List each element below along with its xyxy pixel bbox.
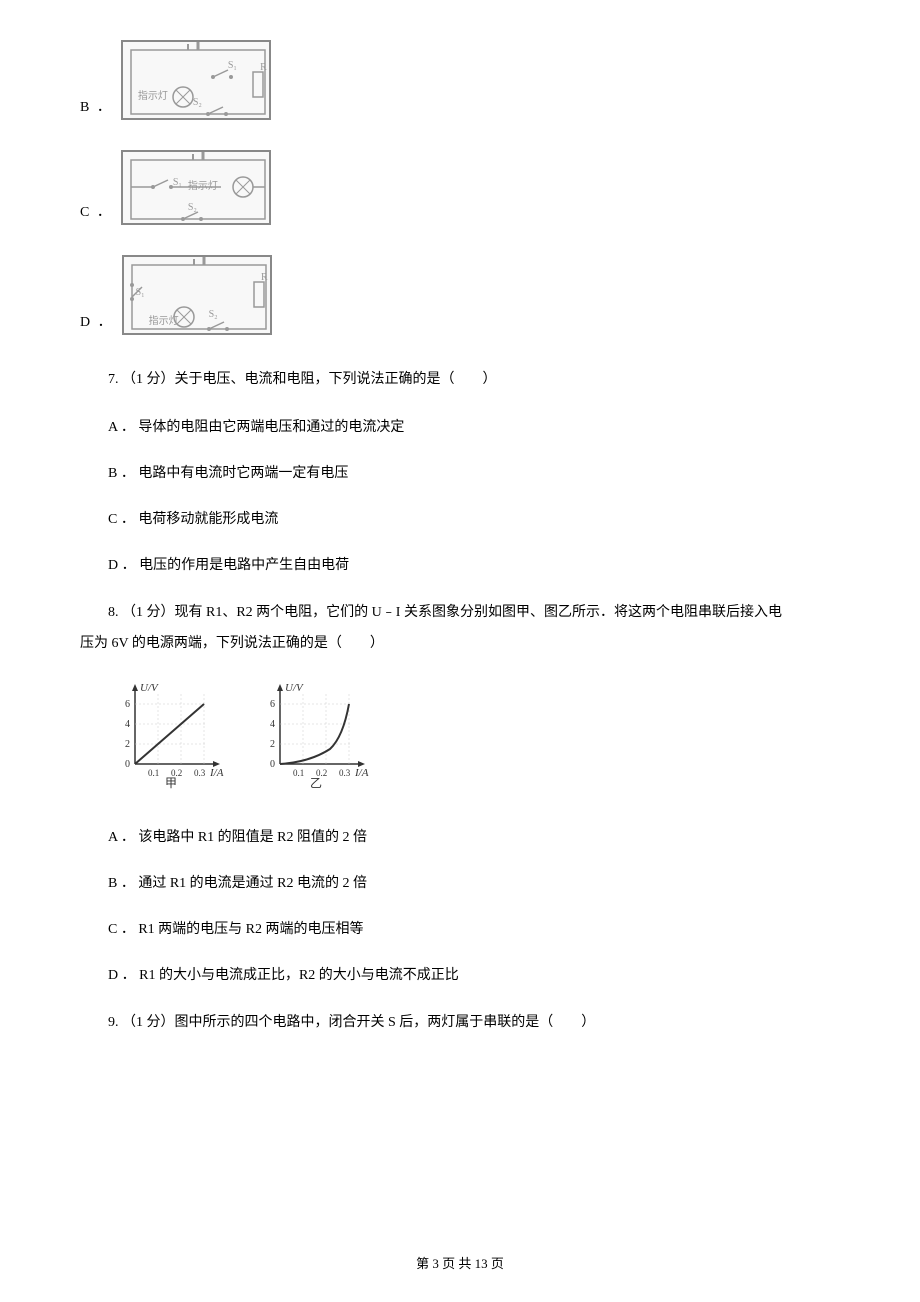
q8-stem-line2: 压为 6V 的电源两端，下列说法正确的是（ ） <box>80 629 840 660</box>
s2-label-d: S₂ <box>209 309 218 320</box>
svg-text:0: 0 <box>125 759 130 770</box>
option-c-row: C ． S₁ 指示灯 S₂ <box>80 150 840 225</box>
q8-stem: 8. （1 分）现有 R1、R2 两个电阻，它们的 U﹣I 关系图象分别如图甲、… <box>80 598 840 660</box>
q9-stem: 9. （1 分）图中所示的四个电路中，闭合开关 S 后，两灯属于串联的是（ ） <box>80 1008 840 1039</box>
option-b-label: B ． <box>80 96 113 120</box>
r-label: R <box>260 62 267 73</box>
svg-text:2: 2 <box>125 739 130 750</box>
q8-stem-line1: 8. （1 分）现有 R1、R2 两个电阻，它们的 U﹣I 关系图象分别如图甲、… <box>80 598 840 629</box>
q7-option-a: A ． 导体的电阻由它两端电压和通过的电流决定 <box>80 414 840 442</box>
svg-text:2: 2 <box>270 739 275 750</box>
graph-yi: U/V I/A 6 4 2 0 0.1 0.2 0.3 乙 <box>255 679 370 794</box>
circuit-diagram-b: 指示灯 S₁ S₂ R <box>121 40 271 120</box>
circuit-diagram-d: S₁ 指示灯 S₂ R <box>122 255 272 335</box>
option-c-label: C ． <box>80 201 113 225</box>
circuit-diagram-c: S₁ 指示灯 S₂ <box>121 150 271 225</box>
q8-option-c: C ． R1 两端的电压与 R2 两端的电压相等 <box>80 916 840 944</box>
option-d-label: D ． <box>80 311 114 335</box>
svg-text:0.1: 0.1 <box>148 768 159 778</box>
s1-label: S₁ <box>228 60 237 71</box>
svg-text:6: 6 <box>125 699 130 710</box>
s2-label-c: S₂ <box>188 202 197 213</box>
svg-text:6: 6 <box>270 699 275 710</box>
graph-container: U/V I/A 6 4 2 0 0.1 0.2 0.3 甲 <box>110 679 840 794</box>
svg-text:U/V: U/V <box>285 682 304 694</box>
indicator-label-c: 指示灯 <box>188 177 218 192</box>
graph-jia: U/V I/A 6 4 2 0 0.1 0.2 0.3 甲 <box>110 679 225 794</box>
option-b-row: B ． 指示灯 S₁ S₂ R <box>80 40 840 120</box>
svg-text:乙: 乙 <box>310 776 322 789</box>
svg-text:I/A: I/A <box>209 767 224 779</box>
svg-text:4: 4 <box>125 719 130 730</box>
q8-option-a: A ． 该电路中 R1 的阻值是 R2 阻值的 2 倍 <box>80 824 840 852</box>
svg-text:0.3: 0.3 <box>194 768 206 778</box>
svg-text:甲: 甲 <box>165 776 177 789</box>
svg-text:I/A: I/A <box>354 767 369 779</box>
q7-option-b: B ． 电路中有电流时它两端一定有电压 <box>80 460 840 488</box>
svg-text:U/V: U/V <box>140 682 159 694</box>
q7-option-c: C ． 电荷移动就能形成电流 <box>80 506 840 534</box>
indicator-label: 指示灯 <box>138 87 168 102</box>
s1-label-c: S₁ <box>173 177 182 188</box>
option-d-row: D ． S₁ 指示灯 S₂ R <box>80 255 840 335</box>
q8-option-b: B ． 通过 R1 的电流是通过 R2 电流的 2 倍 <box>80 870 840 898</box>
r-label-d: R <box>261 272 268 283</box>
svg-text:0.3: 0.3 <box>339 768 351 778</box>
svg-text:0: 0 <box>270 759 275 770</box>
s1-label-d: S₁ <box>136 287 145 298</box>
page-footer: 第 3 页 共 13 页 <box>0 1253 920 1272</box>
svg-text:4: 4 <box>270 719 275 730</box>
q7-stem: 7. （1 分）关于电压、电流和电阻，下列说法正确的是（ ） <box>80 365 840 396</box>
s2-label: S₂ <box>193 97 202 108</box>
q8-option-d: D ． R1 的大小与电流成正比，R2 的大小与电流不成正比 <box>80 962 840 990</box>
q7-option-d: D ． 电压的作用是电路中产生自由电荷 <box>80 552 840 580</box>
svg-text:0.1: 0.1 <box>293 768 304 778</box>
indicator-label-d: 指示灯 <box>149 312 179 327</box>
